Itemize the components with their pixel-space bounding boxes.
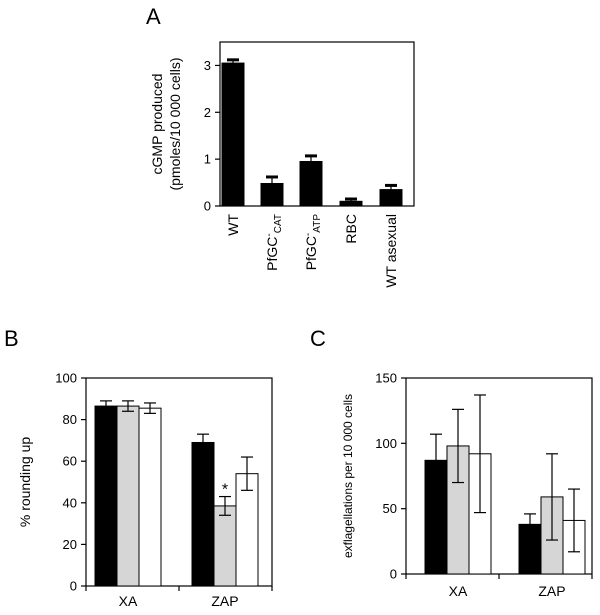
panel-c: C exflagellations per 10 000 cells 0 50 10…: [310, 326, 593, 599]
panel-b-significance-star: *: [222, 482, 228, 499]
y-tick-label: 2: [204, 105, 211, 120]
category-name: PfGC: [303, 236, 319, 270]
y-tick-label: 0: [390, 567, 397, 582]
y-tick-label: 100: [55, 371, 77, 386]
y-tick-label: 0: [204, 199, 211, 214]
panel-a-letter: A: [146, 4, 161, 29]
x-category-label: ZAP: [211, 593, 238, 609]
panel-b-letter: B: [4, 326, 19, 351]
category-name: PfGC: [264, 237, 280, 271]
y-tick-label: 80: [63, 412, 77, 427]
x-category-label: PfGC-ATP: [303, 214, 323, 271]
bar: [116, 405, 140, 587]
category-subscript: CAT: [273, 214, 284, 233]
x-category-label: PfGC-CAT: [264, 214, 284, 271]
panel-b: B % rounding up * 0 20 40 60 80 100 XA ZAP: [4, 326, 273, 609]
y-tick-label: 0: [70, 579, 77, 594]
x-category-label: XA: [449, 583, 468, 599]
x-category-label: XA: [119, 593, 138, 609]
error-bar-cap: [345, 197, 357, 201]
bar: [339, 200, 363, 207]
bar: [260, 183, 284, 207]
panel-c-ylabel: exflagellations per 10 000 cells: [341, 394, 355, 558]
category-subscript: ATP: [312, 214, 323, 233]
y-tick-label: 40: [63, 495, 77, 510]
category-name: WT asexual: [383, 214, 399, 288]
x-category-label: RBC: [343, 214, 359, 244]
panel-a: A cGMP produced (pmoles/10 000 cells) 0 1…: [146, 4, 415, 288]
y-tick-label: 20: [63, 537, 77, 552]
bar: [379, 189, 403, 207]
bar: [299, 160, 323, 207]
panel-c-letter: C: [310, 326, 326, 351]
x-category-label: ZAP: [538, 583, 565, 599]
bar: [221, 62, 245, 207]
bar: [138, 407, 162, 587]
category-superscript: -: [303, 233, 314, 236]
category-name: WT: [225, 214, 241, 236]
y-tick-label: 150: [375, 371, 397, 386]
error-bar-cap: [266, 175, 278, 179]
y-tick-label: 3: [204, 58, 211, 73]
x-category-label: WT asexual: [383, 214, 399, 288]
category-name: RBC: [343, 214, 359, 244]
error-bar-cap: [227, 58, 239, 62]
category-superscript: -: [264, 233, 275, 236]
error-bar-cap: [305, 154, 317, 158]
bar: [94, 405, 118, 587]
bar: [191, 441, 215, 587]
panel-b-ylabel: % rounding up: [17, 437, 33, 528]
y-tick-label: 100: [375, 436, 397, 451]
y-tick-label: 1: [204, 152, 211, 167]
error-bar-cap: [385, 183, 397, 187]
panel-a-ylabel-line2: (pmoles/10 000 cells): [167, 57, 183, 190]
bar: [213, 505, 237, 587]
y-tick-label: 60: [63, 454, 77, 469]
x-category-label: WT: [225, 214, 241, 236]
y-tick-label: 50: [383, 501, 397, 516]
panel-a-ylabel-line1: cGMP produced: [149, 74, 165, 175]
